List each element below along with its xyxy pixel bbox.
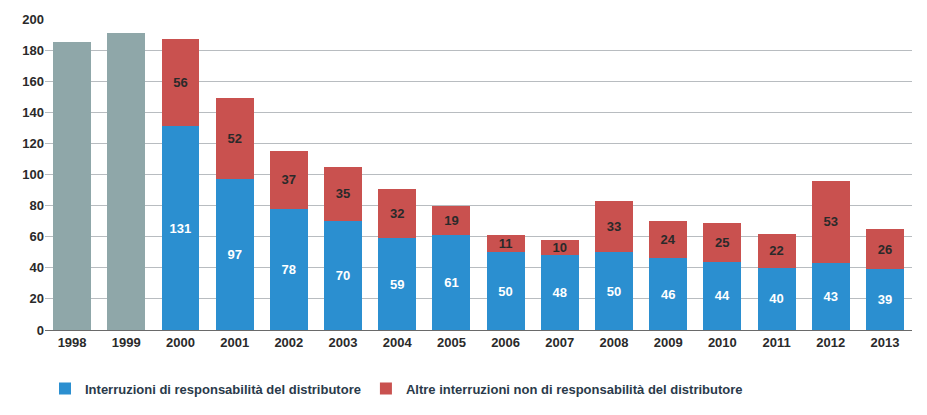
svg-text:2008: 2008 <box>600 335 629 350</box>
svg-text:0: 0 <box>37 323 44 338</box>
svg-text:Altre interruzioni non di resp: Altre interruzioni non di responsabilità… <box>406 382 743 397</box>
svg-text:2001: 2001 <box>220 335 249 350</box>
svg-text:44: 44 <box>715 288 730 303</box>
svg-text:1999: 1999 <box>112 335 141 350</box>
svg-text:60: 60 <box>30 229 44 244</box>
svg-text:1998: 1998 <box>58 335 87 350</box>
svg-text:10: 10 <box>553 240 567 255</box>
svg-text:200: 200 <box>22 12 44 27</box>
svg-text:2007: 2007 <box>545 335 574 350</box>
svg-text:2006: 2006 <box>491 335 520 350</box>
svg-text:2004: 2004 <box>383 335 413 350</box>
svg-text:70: 70 <box>336 268 350 283</box>
svg-text:97: 97 <box>227 247 241 262</box>
svg-text:180: 180 <box>22 43 44 58</box>
svg-text:61: 61 <box>444 275 458 290</box>
svg-text:24: 24 <box>661 232 676 247</box>
svg-text:39: 39 <box>878 292 892 307</box>
svg-text:Interruzioni di responsabilità: Interruzioni di responsabilità del distr… <box>85 382 361 397</box>
svg-text:2003: 2003 <box>329 335 358 350</box>
svg-text:20: 20 <box>30 291 44 306</box>
svg-text:53: 53 <box>823 214 837 229</box>
svg-text:2005: 2005 <box>437 335 466 350</box>
svg-text:120: 120 <box>22 136 44 151</box>
svg-text:48: 48 <box>553 285 567 300</box>
svg-text:59: 59 <box>390 277 404 292</box>
svg-text:80: 80 <box>30 198 44 213</box>
svg-text:140: 140 <box>22 105 44 120</box>
svg-text:56: 56 <box>173 75 187 90</box>
svg-text:50: 50 <box>607 284 621 299</box>
svg-text:2013: 2013 <box>870 335 899 350</box>
svg-text:2000: 2000 <box>166 335 195 350</box>
svg-text:2011: 2011 <box>762 335 790 350</box>
svg-text:40: 40 <box>30 260 44 275</box>
svg-text:33: 33 <box>607 219 621 234</box>
svg-text:35: 35 <box>336 186 350 201</box>
svg-text:52: 52 <box>227 131 241 146</box>
svg-text:2010: 2010 <box>708 335 737 350</box>
svg-text:160: 160 <box>22 74 44 89</box>
svg-text:2002: 2002 <box>274 335 303 350</box>
svg-text:131: 131 <box>170 221 192 236</box>
svg-text:22: 22 <box>769 243 783 258</box>
svg-text:2009: 2009 <box>654 335 683 350</box>
svg-text:32: 32 <box>390 206 404 221</box>
svg-text:46: 46 <box>661 287 675 302</box>
svg-text:43: 43 <box>823 289 837 304</box>
svg-text:50: 50 <box>498 284 512 299</box>
svg-text:2012: 2012 <box>816 335 845 350</box>
svg-text:26: 26 <box>878 242 892 257</box>
svg-text:37: 37 <box>282 172 296 187</box>
svg-text:11: 11 <box>499 236 513 251</box>
svg-text:78: 78 <box>282 262 296 277</box>
svg-text:25: 25 <box>715 235 729 250</box>
svg-text:40: 40 <box>769 291 783 306</box>
svg-text:19: 19 <box>444 213 458 228</box>
svg-text:100: 100 <box>22 167 44 182</box>
